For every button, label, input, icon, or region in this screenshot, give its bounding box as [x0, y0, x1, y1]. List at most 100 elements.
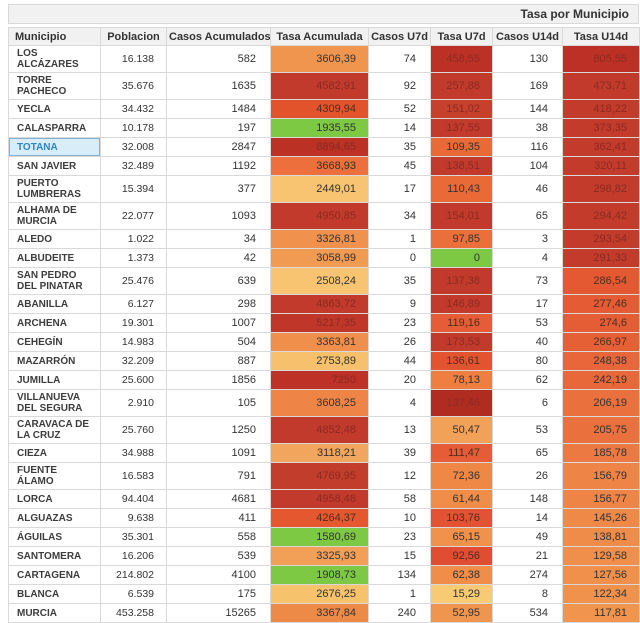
- tasa-u14d-cell: 320,11: [562, 156, 640, 176]
- municipio-cell[interactable]: BLANCA: [8, 584, 101, 604]
- tasa-u7d-cell: 103,76: [430, 508, 493, 528]
- municipio-cell[interactable]: SAN JAVIER: [8, 156, 101, 176]
- table-row: LORCA 94.404 4681 4958,48 58 61,44 148 156,77: [8, 489, 640, 509]
- casos-u14d-cell: 53: [492, 313, 563, 333]
- tasa-acumulada-cell: 3325,93: [270, 546, 369, 566]
- poblacion-cell: 22.077: [100, 202, 167, 230]
- tasa-acumulada-cell: 4582,91: [270, 72, 369, 100]
- casos-u14d-cell: 46: [492, 175, 563, 203]
- municipio-cell[interactable]: TOTANA: [8, 137, 101, 157]
- municipio-cell[interactable]: CARTAGENA: [8, 565, 101, 585]
- municipio-cell[interactable]: LOS ALCÁZARES: [8, 45, 101, 73]
- municipio-cell[interactable]: MURCIA: [8, 603, 101, 623]
- column-header-casos-acumulados[interactable]: Casos Acumulados: [166, 27, 271, 46]
- tasa-u14d-cell: 418,22: [562, 99, 640, 119]
- tasa-u7d-cell: 154,01: [430, 202, 493, 230]
- tasa-u14d-cell: 274,6: [562, 313, 640, 333]
- tasa-u7d-cell: 146,89: [430, 294, 493, 314]
- municipio-cell[interactable]: CIEZA: [8, 443, 101, 463]
- municipio-cell[interactable]: CALASPARRA: [8, 118, 101, 138]
- municipio-cell[interactable]: SAN PEDRO DEL PINATAR: [8, 267, 101, 295]
- poblacion-cell: 32.008: [100, 137, 167, 157]
- poblacion-cell: 32.489: [100, 156, 167, 176]
- table-row: ALBUDEITE 1.373 42 3058,99 0 0 4 291,33: [8, 248, 640, 268]
- column-header-tasa-u7d[interactable]: Tasa U7d: [430, 27, 493, 46]
- municipio-cell[interactable]: YECLA: [8, 99, 101, 119]
- municipio-cell[interactable]: LORCA: [8, 489, 101, 509]
- casos-acumulados-cell: 411: [166, 508, 271, 528]
- municipio-cell[interactable]: CARAVACA DE LA CRUZ: [8, 416, 101, 444]
- tasa-u7d-cell: 97,85: [430, 229, 493, 249]
- municipio-cell[interactable]: ALGUAZAS: [8, 508, 101, 528]
- municipio-cell[interactable]: ABANILLA: [8, 294, 101, 314]
- municipio-cell[interactable]: ALBUDEITE: [8, 248, 101, 268]
- casos-u7d-cell: 23: [368, 313, 431, 333]
- table-header-row: Municipio Poblacion Casos Acumulados Tas…: [8, 27, 640, 46]
- casos-acumulados-cell: 377: [166, 175, 271, 203]
- tasa-u14d-cell: 293,54: [562, 229, 640, 249]
- poblacion-cell: 25.600: [100, 370, 167, 390]
- poblacion-cell: 94.404: [100, 489, 167, 509]
- tasa-acumulada-cell: 4769,95: [270, 462, 369, 490]
- casos-acumulados-cell: 34: [166, 229, 271, 249]
- table-row: ALHAMA DE MURCIA 22.077 1093 4950,85 34 154,0…: [8, 202, 640, 230]
- casos-acumulados-cell: 539: [166, 546, 271, 566]
- column-header-tasa-u14d[interactable]: Tasa U14d: [562, 27, 640, 46]
- casos-u7d-cell: 35: [368, 137, 431, 157]
- tasa-u7d-cell: 52,95: [430, 603, 493, 623]
- municipio-cell[interactable]: VILLANUEVA DEL SEGURA: [8, 389, 101, 417]
- municipio-cell[interactable]: ALEDO: [8, 229, 101, 249]
- tasa-u7d-cell: 65,15: [430, 527, 493, 547]
- poblacion-cell: 34.988: [100, 443, 167, 463]
- casos-u14d-cell: 148: [492, 489, 563, 509]
- casos-u7d-cell: 44: [368, 351, 431, 371]
- municipio-cell[interactable]: PUERTO LUMBRERAS: [8, 175, 101, 203]
- casos-acumulados-cell: 2847: [166, 137, 271, 157]
- tasa-acumulada-cell: 8894,65: [270, 137, 369, 157]
- casos-u7d-cell: 10: [368, 508, 431, 528]
- municipio-cell[interactable]: ARCHENA: [8, 313, 101, 333]
- tasa-acumulada-cell: 3668,93: [270, 156, 369, 176]
- tasa-acumulada-cell: 4309,94: [270, 99, 369, 119]
- tasa-u14d-cell: 129,58: [562, 546, 640, 566]
- municipio-cell[interactable]: TORRE PACHECO: [8, 72, 101, 100]
- tasa-u7d-cell: 137,38: [430, 267, 493, 295]
- column-header-poblacion[interactable]: Poblacion: [100, 27, 167, 46]
- tasa-u7d-cell: 110,43: [430, 175, 493, 203]
- casos-u14d-cell: 8: [492, 584, 563, 604]
- poblacion-cell: 6.539: [100, 584, 167, 604]
- casos-acumulados-cell: 791: [166, 462, 271, 490]
- poblacion-cell: 1.373: [100, 248, 167, 268]
- column-header-tasa-acumulada[interactable]: Tasa Acumulada: [270, 27, 369, 46]
- casos-acumulados-cell: 197: [166, 118, 271, 138]
- table-row: LOS ALCÁZARES 16.138 582 3606,39 74 458,55 130…: [8, 45, 640, 73]
- tasa-acumulada-cell: 4264,37: [270, 508, 369, 528]
- table-row: SAN JAVIER 32.489 1192 3668,93 45 138,51 104 32…: [8, 156, 640, 176]
- casos-acumulados-cell: 105: [166, 389, 271, 417]
- casos-u14d-cell: 3: [492, 229, 563, 249]
- tasa-acumulada-cell: 5217,35: [270, 313, 369, 333]
- casos-u14d-cell: 53: [492, 416, 563, 444]
- municipio-cell[interactable]: JUMILLA: [8, 370, 101, 390]
- tasa-u14d-cell: 805,55: [562, 45, 640, 73]
- tasa-acumulada-cell: 4958,48: [270, 489, 369, 509]
- casos-acumulados-cell: 15265: [166, 603, 271, 623]
- column-header-municipio[interactable]: Municipio: [8, 27, 101, 46]
- tasa-u7d-cell: 151,02: [430, 99, 493, 119]
- column-header-casos-u7d[interactable]: Casos U7d: [368, 27, 431, 46]
- tasa-u7d-cell: 137,46: [430, 389, 493, 417]
- municipio-cell[interactable]: SANTOMERA: [8, 546, 101, 566]
- tasa-u7d-cell: 78,13: [430, 370, 493, 390]
- municipio-cell[interactable]: MAZARRÓN: [8, 351, 101, 371]
- tasa-u7d-cell: 61,44: [430, 489, 493, 509]
- table-row: CEHEGÍN 14.983 504 3363,81 26 173,53 40 266,97: [8, 332, 640, 352]
- table-row: SAN PEDRO DEL PINATAR 25.476 639 2508,24 35 1…: [8, 267, 640, 295]
- municipio-cell[interactable]: CEHEGÍN: [8, 332, 101, 352]
- municipio-cell[interactable]: ALHAMA DE MURCIA: [8, 202, 101, 230]
- table-row: CARTAGENA 214.802 4100 1908,73 134 62,38 274 12…: [8, 565, 640, 585]
- municipio-cell[interactable]: FUENTE ÁLAMO: [8, 462, 101, 490]
- municipio-cell[interactable]: ÁGUILAS: [8, 527, 101, 547]
- tasa-u7d-cell: 257,88: [430, 72, 493, 100]
- column-header-casos-u14d[interactable]: Casos U14d: [492, 27, 563, 46]
- casos-u14d-cell: 26: [492, 462, 563, 490]
